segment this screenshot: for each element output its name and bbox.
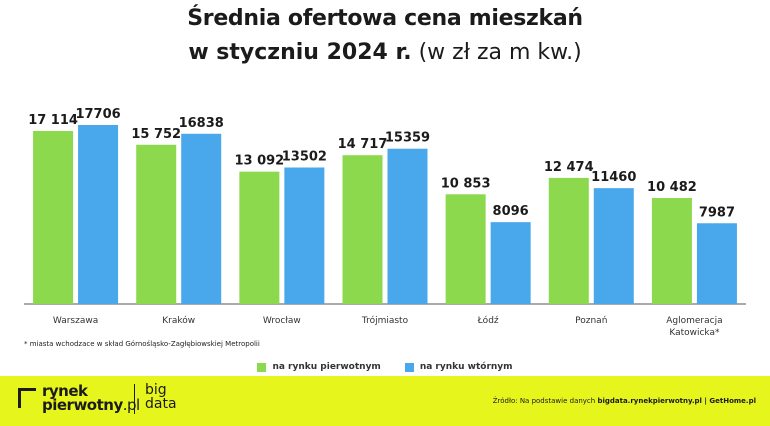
- x-tick-label: Wrocław: [263, 316, 301, 326]
- chart-title: Średnia ofertowa cena mieszkań: [187, 6, 583, 31]
- bigdata-logo-line1: big: [145, 382, 167, 398]
- bar-secondary: [78, 125, 119, 304]
- brand-logo-icon: [18, 388, 36, 408]
- x-tick-label: Łódź: [477, 315, 499, 326]
- footnote: * miasta wchodzace w skład Górnośląsko-Z…: [24, 340, 260, 348]
- bigdata-logo-line2: data: [145, 396, 177, 412]
- data-label-primary: 10 853: [441, 176, 491, 191]
- x-tick-label: Katowicka*: [669, 328, 720, 338]
- data-label-primary: 17 114: [28, 113, 78, 128]
- legend-label-secondary: na rynku wtórnym: [419, 362, 513, 372]
- bar-primary: [239, 171, 280, 304]
- data-label-secondary: 11460: [591, 170, 636, 185]
- bar-primary: [342, 155, 383, 304]
- data-label-primary: 14 717: [338, 137, 388, 152]
- data-label-secondary: 17706: [75, 107, 120, 122]
- legend-swatch-secondary: [404, 362, 414, 372]
- bar-primary: [33, 130, 74, 304]
- data-label-primary: 12 474: [544, 160, 594, 175]
- chart-subtitle: w styczniu 2024 r. (w zł za m kw.): [0, 40, 770, 65]
- bar-primary: [548, 177, 589, 304]
- brand-logo-line1: rynek: [42, 382, 88, 400]
- data-label-secondary: 7987: [699, 205, 735, 220]
- data-label-secondary: 13502: [282, 150, 327, 165]
- legend-item-primary: na rynku pierwotnym: [257, 362, 381, 372]
- source-bold: bigdata.rynekpierwotny.pl | GetHome.pl: [597, 397, 756, 405]
- bar-secondary: [593, 188, 634, 304]
- data-label-primary: 10 482: [647, 180, 697, 195]
- bar-secondary: [284, 167, 325, 304]
- brand-logo-domain: .pl: [122, 396, 140, 414]
- bar-secondary: [387, 148, 428, 304]
- bar-primary: [136, 144, 177, 304]
- bar-secondary: [490, 222, 531, 304]
- source-note: Źródło: Na podstawie danych bigdata.ryne…: [493, 397, 756, 405]
- data-label-secondary: 15359: [385, 131, 430, 146]
- legend: na rynku pierwotnym na rynku wtórnym: [0, 362, 770, 372]
- data-label-primary: 13 092: [234, 154, 284, 169]
- bar-secondary: [696, 223, 737, 304]
- x-tick-label: Kraków: [162, 315, 195, 326]
- x-tick-label: Aglomeracja: [666, 316, 722, 326]
- data-label-secondary: 8096: [493, 204, 529, 219]
- legend-label-primary: na rynku pierwotnym: [272, 362, 381, 372]
- logo-divider: [134, 384, 135, 414]
- x-tick-label: Poznań: [575, 316, 607, 326]
- x-tick-label: Warszawa: [53, 316, 98, 326]
- chart-subtitle-unit: (w zł za m kw.): [418, 40, 582, 65]
- source-prefix: Źródło: Na podstawie danych: [492, 397, 598, 405]
- data-label-primary: 15 752: [131, 127, 181, 142]
- bar-primary: [445, 194, 486, 304]
- footer-bar: [0, 376, 770, 426]
- x-tick-label: Trójmiasto: [361, 315, 409, 326]
- bar-primary: [651, 198, 692, 304]
- chart-subtitle-bold: w styczniu 2024 r.: [188, 40, 412, 65]
- legend-swatch-primary: [257, 362, 267, 372]
- data-label-secondary: 16838: [179, 116, 224, 131]
- legend-item-secondary: na rynku wtórnym: [404, 362, 513, 372]
- bar-secondary: [181, 133, 222, 304]
- brand-logo-line2: pierwotny: [42, 396, 123, 414]
- bigdata-logo: big data: [145, 383, 177, 411]
- brand-logo-text: rynek pierwotny.pl: [42, 382, 140, 414]
